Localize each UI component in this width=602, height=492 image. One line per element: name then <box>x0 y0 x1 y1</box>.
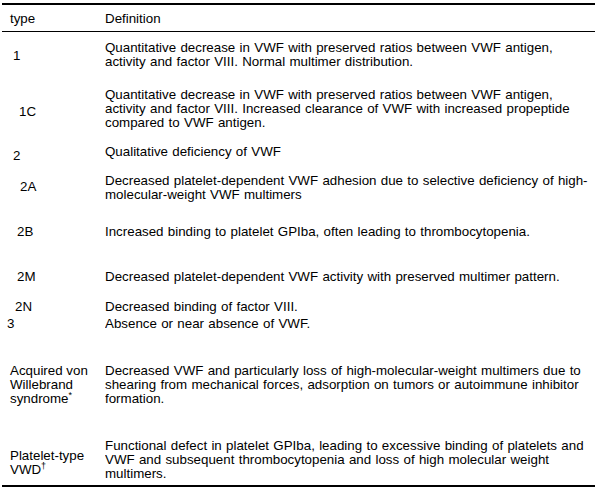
definition-cell: Increased binding to platelet GPIba, oft… <box>105 221 595 263</box>
footnote-asterisk-marker: * <box>69 389 73 399</box>
type-label: Acquired von Willebrand syndrome <box>10 363 88 406</box>
type-cell: 2N <box>2 297 105 314</box>
table-row-type-2b: 2B Increased binding to platelet GPIba, … <box>2 221 595 263</box>
table-row-type-2m: 2M Decreased platelet-dependent VWF acti… <box>2 263 595 297</box>
table-row-type-2a: 2A Decreased platelet-dependent VWF adhe… <box>2 169 595 221</box>
table-row-type-3: 3 Absence or near absence of VWF. <box>2 314 595 355</box>
type-cell: 1C <box>2 84 105 141</box>
footnote-dagger-marker: † <box>41 460 46 470</box>
definition-cell: Quantitative decrease in VWF with preser… <box>105 84 595 141</box>
type-cell: 1 <box>2 32 105 84</box>
type-cell: 2M <box>2 263 105 297</box>
table-row-type-2n: 2N Decreased binding of factor VIII. <box>2 297 595 314</box>
definition-cell: Absence or near absence of VWF. <box>105 314 595 355</box>
type-cell: Platelet-type VWD† <box>2 430 105 486</box>
table-row-acquired-vws: Acquired von Willebrand syndrome* Decrea… <box>2 355 595 430</box>
type-cell: 2A <box>2 169 105 221</box>
definition-cell: Decreased platelet-dependent VWF activit… <box>105 263 595 297</box>
vwd-classification-table: type Definition 1 Quantitative decrease … <box>2 3 595 487</box>
type-cell: 3 <box>2 314 105 355</box>
definition-cell: Functional defect in platelet GPIba, lea… <box>105 430 595 486</box>
header-row: type Definition <box>2 4 595 32</box>
definition-cell: Qualitative deficiency of VWF <box>105 141 595 169</box>
definition-cell: Quantitative decrease in VWF with preser… <box>105 32 595 84</box>
table-row-platelet-type-vwd: Platelet-type VWD† Functional defect in … <box>2 430 595 486</box>
type-label: Platelet-type VWD <box>10 448 84 477</box>
definition-cell: Decreased VWF and particularly loss of h… <box>105 355 595 430</box>
definition-cell: Decreased binding of factor VIII. <box>105 297 595 314</box>
table-row-type-1c: 1C Quantitative decrease in VWF with pre… <box>2 84 595 141</box>
type-cell: 2 <box>2 141 105 169</box>
type-cell: 2B <box>2 221 105 263</box>
table-row-type-2: 2 Qualitative deficiency of VWF <box>2 141 595 169</box>
definition-cell: Decreased platelet-dependent VWF adhesio… <box>105 169 595 221</box>
definition-column-header: Definition <box>105 4 595 32</box>
document-page: type Definition 1 Quantitative decrease … <box>0 0 602 487</box>
type-column-header: type <box>2 4 105 32</box>
table-row-type-1: 1 Quantitative decrease in VWF with pres… <box>2 32 595 84</box>
type-cell: Acquired von Willebrand syndrome* <box>2 355 105 430</box>
